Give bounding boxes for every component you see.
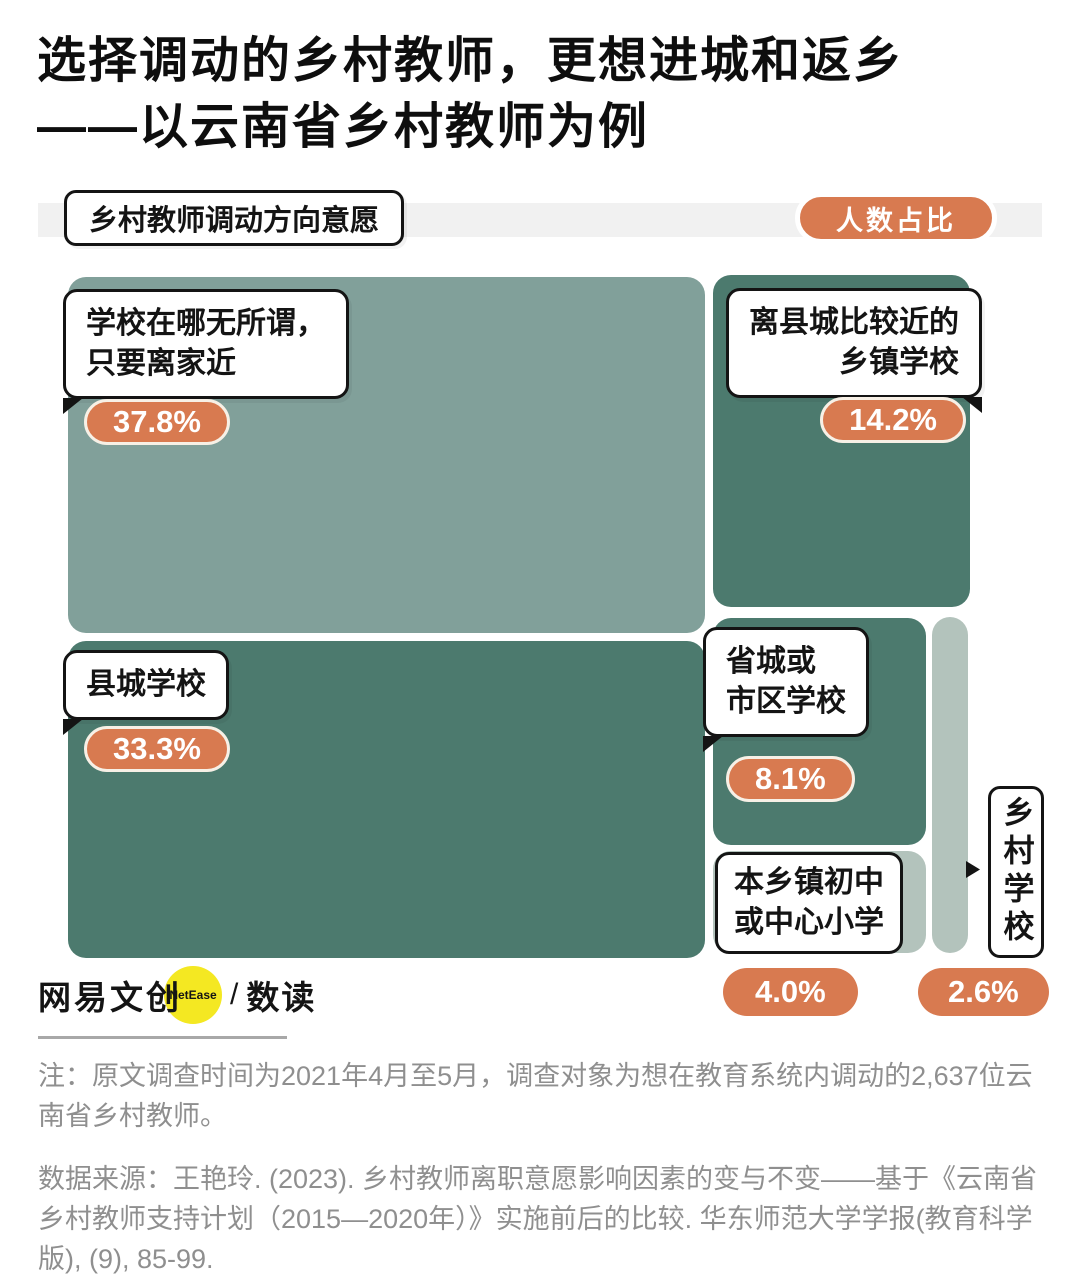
- callout-line: 或中心小学: [734, 906, 884, 939]
- value-badge-county-town-school: 33.3%: [84, 726, 230, 772]
- callout-township-school-near-county: 离县城比较近的 乡镇学校: [726, 288, 982, 413]
- logo-separator: /: [230, 978, 239, 1011]
- unit-badge-text: 人数占比: [836, 205, 956, 236]
- callout-line: 离县城比较近的: [749, 306, 959, 339]
- value-text: 14.2%: [849, 402, 937, 437]
- footnotes: 注：原文调查时间为2021年4月至5月，调查对象为想在教育系统内调动的2,637…: [38, 1056, 1046, 1279]
- callout-line: 乡镇学校: [839, 346, 959, 379]
- block-local-township-school: 本乡镇初中 或中心小学: [713, 851, 926, 954]
- chart-title-box: 乡村教师调动方向意愿: [64, 190, 405, 246]
- callout-provincial-or-city-school: 省城或 市区学校: [703, 627, 869, 752]
- callout-pointer-icon: [962, 397, 982, 413]
- logo-wangyi-wenchuang-text: 网易文创: [38, 979, 182, 1016]
- page-title: 选择调动的乡村教师，更想进城和返乡 ——以云南省乡村教师为例: [37, 28, 904, 160]
- callout-line: 市区学校: [726, 685, 846, 718]
- value-text: 2.6%: [948, 974, 1019, 1009]
- chart-title-text: 乡村教师调动方向意愿: [89, 205, 380, 237]
- callout-line: 只要离家近: [86, 347, 236, 380]
- callout-pointer-icon: [63, 398, 83, 414]
- block-rural-school: [932, 617, 968, 953]
- block-provincial-or-city-school: 省城或 市区学校 8.1%: [703, 618, 926, 845]
- value-badge-provincial-or-city-school: 8.1%: [726, 756, 855, 802]
- title-line-2: ——以云南省乡村教师为例: [37, 100, 650, 154]
- callout-line: 本乡镇初中: [734, 866, 884, 899]
- callout-anywhere-near-home: 学校在哪无所谓， 只要离家近: [63, 289, 349, 414]
- value-badge-local-township-school: 4.0%: [723, 968, 858, 1016]
- block-anywhere-near-home: 学校在哪无所谓， 只要离家近 37.8%: [63, 277, 705, 633]
- callout-county-town-school: 县城学校: [63, 650, 229, 735]
- value-text: 37.8%: [113, 404, 201, 439]
- callout-local-township-school: 本乡镇初中 或中心小学: [715, 852, 903, 954]
- arrow-right-icon: [966, 861, 980, 878]
- callout-rural-school: 乡村学校: [988, 786, 1044, 958]
- callout-pointer-icon: [703, 736, 723, 752]
- value-text: 8.1%: [755, 761, 826, 796]
- block-township-school-near-county: 离县城比较近的 乡镇学校 14.2%: [713, 275, 982, 607]
- callout-line: 乡村学校: [998, 796, 1034, 948]
- value-badge-anywhere-near-home: 37.8%: [84, 399, 230, 445]
- value-badge-township-school-near-county: 14.2%: [820, 397, 966, 443]
- value-text: 33.3%: [113, 731, 201, 766]
- callout-pointer-icon: [63, 719, 83, 735]
- value-badge-rural-school: 2.6%: [918, 968, 1049, 1016]
- block-county-town-school: 县城学校 33.3%: [63, 641, 705, 958]
- source-text: 数据来源：王艳玲. (2023). 乡村教师离职意愿影响因素的变与不变——基于《…: [38, 1164, 1038, 1274]
- callout-line: 省城或: [726, 645, 816, 678]
- netease-logo: 网易文创 NetEase / 数读: [38, 966, 316, 1024]
- unit-badge: 人数占比: [795, 192, 997, 244]
- netease-yellow-circle-icon: NetEase: [164, 966, 222, 1024]
- divider-line: [38, 1036, 287, 1039]
- note-text: 注：原文调查时间为2021年4月至5月，调查对象为想在教育系统内调动的2,637…: [38, 1061, 1033, 1131]
- netease-text: NetEase: [169, 988, 217, 1002]
- callout-line: 县城学校: [86, 668, 206, 701]
- logo-shudu-text: 数读: [246, 979, 317, 1016]
- title-line-1: 选择调动的乡村教师，更想进城和返乡: [37, 34, 905, 88]
- callout-line: 学校在哪无所谓，: [86, 307, 326, 340]
- value-text: 4.0%: [755, 974, 826, 1009]
